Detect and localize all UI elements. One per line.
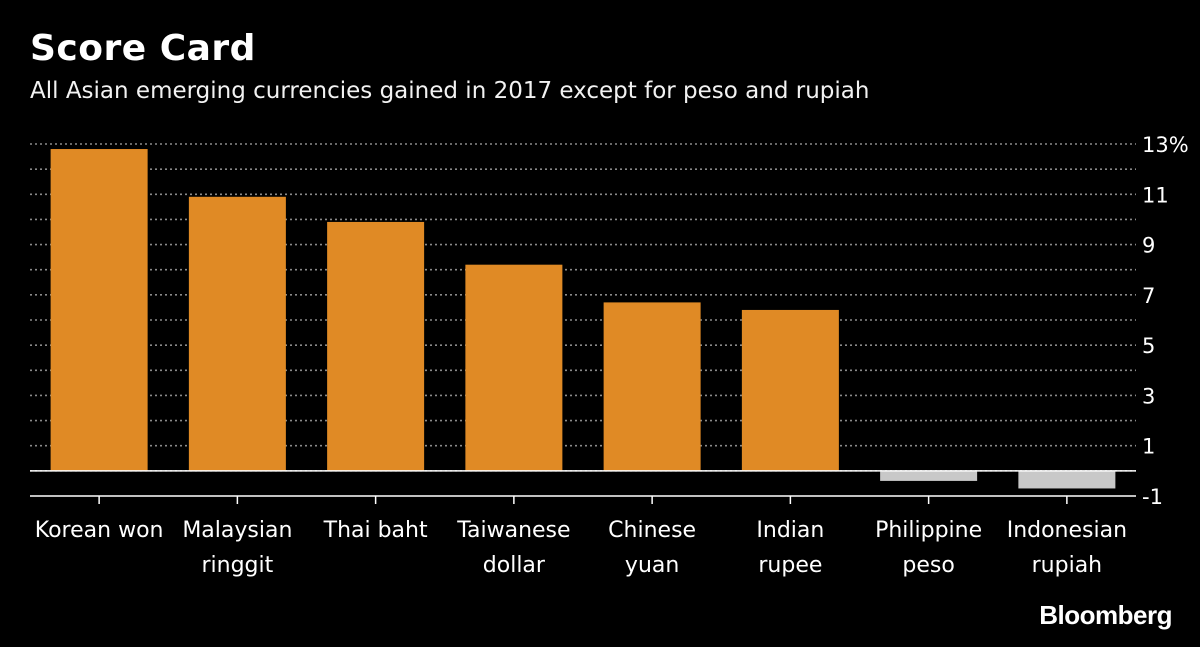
- bar: [327, 221, 425, 471]
- bloomberg-logo: Bloomberg: [1039, 600, 1172, 630]
- y-tick-label: 13%: [1142, 133, 1189, 157]
- x-tick-label: Taiwanese: [456, 518, 570, 543]
- bar: [465, 264, 563, 471]
- x-tick-label: Indian: [756, 518, 824, 543]
- chart-title: Score Card: [30, 28, 256, 69]
- y-tick-label: 5: [1142, 334, 1155, 358]
- x-tick-label: yuan: [625, 553, 679, 578]
- y-tick-label: 7: [1142, 284, 1155, 308]
- bar: [188, 196, 286, 471]
- x-tick-label: Chinese: [608, 518, 696, 543]
- x-tick-label: Thai baht: [323, 518, 428, 543]
- chart-subtitle: All Asian emerging currencies gained in …: [30, 78, 870, 104]
- x-tick-label: rupee: [758, 553, 822, 578]
- y-tick-label: 1: [1142, 435, 1155, 459]
- x-tick-label: ringgit: [201, 553, 273, 578]
- y-tick-label: 9: [1142, 234, 1155, 258]
- bar: [1018, 470, 1116, 489]
- x-tick-label: Philippine: [875, 518, 982, 543]
- x-tick-label: Malaysian: [182, 518, 292, 543]
- y-tick-label: 3: [1142, 384, 1155, 408]
- bar: [603, 302, 701, 471]
- bar: [880, 470, 978, 481]
- x-tick-label: Indonesian: [1007, 518, 1127, 543]
- x-tick-label: peso: [902, 553, 954, 578]
- x-tick-label: rupiah: [1032, 553, 1103, 578]
- bar: [50, 149, 148, 471]
- y-tick-label: -1: [1142, 485, 1163, 509]
- x-tick-label: dollar: [483, 553, 546, 578]
- y-tick-label: 11: [1142, 183, 1169, 207]
- bar: [741, 309, 839, 471]
- x-tick-label: Korean won: [35, 518, 164, 543]
